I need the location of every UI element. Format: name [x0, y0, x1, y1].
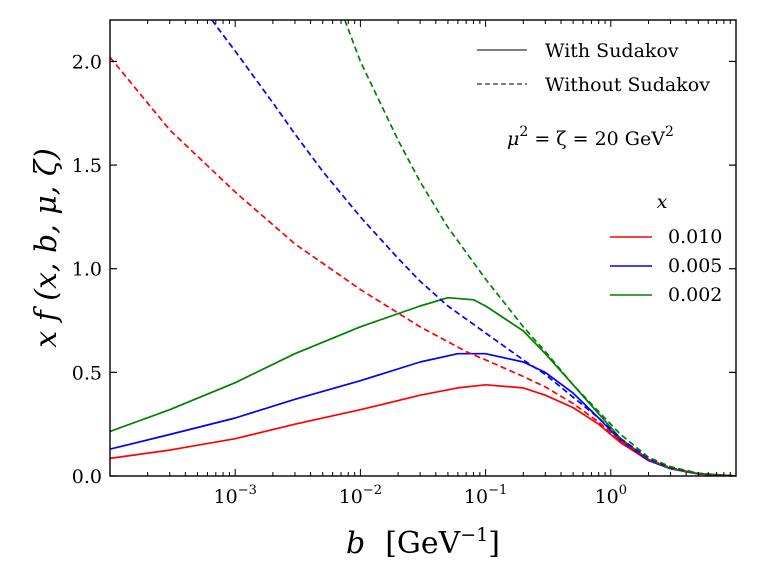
series-line-solid-0010: [110, 383, 736, 476]
y-tick-label: 1.0: [72, 259, 102, 281]
legend-label-0002: 0.002: [668, 284, 722, 306]
x-axis-label-unit: [GeV: [385, 526, 461, 561]
y-tick-label: 0.0: [72, 466, 102, 488]
series-legend: x 0.010 0.005 0.002: [610, 191, 722, 306]
legend-without-sudakov: Without Sudakov: [545, 74, 710, 96]
plot-frame: [109, 19, 737, 477]
x-tick-label: 100: [595, 483, 627, 508]
style-legend: With Sudakov Without Sudakov: [477, 40, 710, 96]
x-axis-ticks: 10−3 10−2 10−1 100: [147, 20, 731, 508]
y-axis-ticks: 0.0 0.5 1.0 1.5 2.0: [72, 51, 736, 488]
y-axis-label: x f (x, b, μ, ζ): [29, 148, 64, 348]
legend-label-0005: 0.005: [668, 255, 722, 277]
series-legend-title: x: [657, 191, 668, 213]
x-axis-label-close: ]: [488, 526, 500, 561]
annotation-scale: μ2 = ζ = 20 GeV2: [507, 124, 674, 150]
x-tick-label: 10−1: [464, 483, 507, 508]
x-axis-label-var: b: [346, 526, 365, 561]
series-line-solid-0002: [110, 296, 736, 476]
x-axis-label: b [GeV−1]: [346, 524, 500, 561]
series-layer: [110, 20, 736, 476]
legend-with-sudakov: With Sudakov: [545, 40, 679, 62]
x-tick-label: 10−3: [214, 483, 257, 508]
legend-label-0010: 0.010: [668, 226, 722, 248]
x-axis-label-unit-exp: −1: [460, 524, 488, 546]
y-tick-label: 1.5: [72, 155, 102, 177]
series-line-dashed-0005: [211, 20, 736, 476]
y-tick-label: 0.5: [72, 362, 102, 384]
x-tick-label: 10−2: [339, 483, 382, 508]
series-line-solid-0005: [110, 352, 736, 476]
y-tick-label: 2.0: [72, 51, 102, 73]
series-line-dashed-0002: [344, 20, 736, 476]
